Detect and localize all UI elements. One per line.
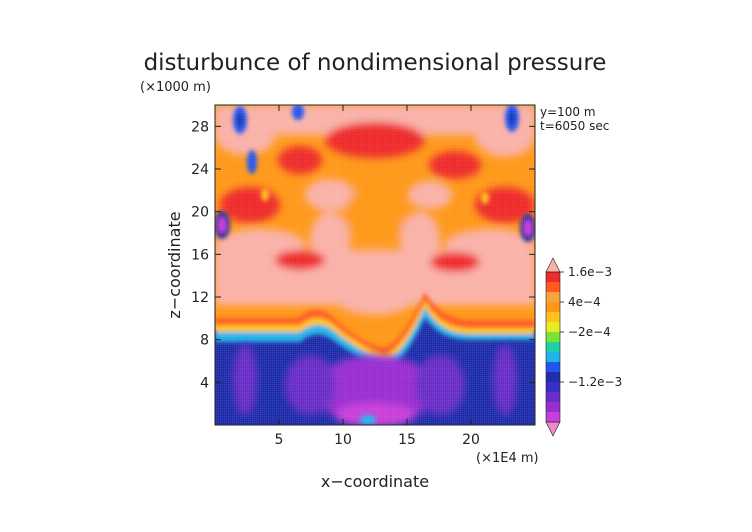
colorbar-swatch (546, 372, 560, 382)
colorbar-label: 1.6e−3 (568, 265, 612, 279)
colorbar-swatch (546, 392, 560, 402)
colorbar-swatch (546, 402, 560, 412)
info-line-t: t=6050 sec (540, 119, 609, 133)
y-tick-label: 4 (200, 375, 209, 391)
x-axis-label: x−coordinate (321, 472, 429, 491)
z-unit-note: (×1000 m) (140, 80, 211, 95)
y-tick-label: 28 (191, 119, 209, 135)
y-tick-label: 20 (191, 205, 209, 221)
colorbar-swatch (546, 412, 560, 422)
colorbar-swatch (546, 332, 560, 342)
x-tick-label: 5 (275, 432, 284, 448)
colorbar: 1.6e−3 4e−4 −2e−4 −1.2e−3 (545, 257, 622, 437)
y-tick-label: 16 (191, 247, 209, 263)
colorbar-swatch (546, 362, 560, 372)
colorbar-swatch (546, 382, 560, 392)
contour-field (215, 105, 535, 425)
x-unit-note: (×1E4 m) (476, 451, 539, 466)
x-axis-ticks: 5 10 15 20 (275, 105, 480, 448)
plot-frame (214, 104, 536, 426)
colorbar-cap-top (545, 257, 561, 273)
y-tick-label: 24 (191, 162, 209, 178)
colorbar-swatch (546, 292, 560, 302)
x-tick-label: 15 (398, 432, 416, 448)
colorbar-frame (545, 271, 561, 423)
colorbar-swatch (546, 322, 560, 332)
colorbar-label: −2e−4 (568, 325, 611, 339)
x-tick-label: 20 (462, 432, 480, 448)
colorbar-swatch (546, 342, 560, 352)
chart-title: disturbunce of nondimensional pressure (144, 50, 607, 76)
colorbar-swatch (546, 352, 560, 362)
colorbar-swatch (546, 282, 560, 292)
y-tick-label: 12 (191, 290, 209, 306)
colorbar-label: −1.2e−3 (568, 375, 622, 389)
colorbar-label: 4e−4 (568, 295, 601, 309)
colorbar-swatch (546, 302, 560, 312)
colorbar-cap-bottom (545, 421, 561, 437)
x-tick-label: 10 (334, 432, 352, 448)
colorbar-swatch (546, 272, 560, 282)
colorbar-swatch (546, 312, 560, 322)
y-axis-label: z−coordinate (165, 211, 184, 318)
y-axis-ticks: 4 8 12 16 20 24 28 (191, 119, 535, 391)
y-tick-label: 8 (200, 333, 209, 349)
info-line-y: y=100 m (540, 105, 596, 119)
